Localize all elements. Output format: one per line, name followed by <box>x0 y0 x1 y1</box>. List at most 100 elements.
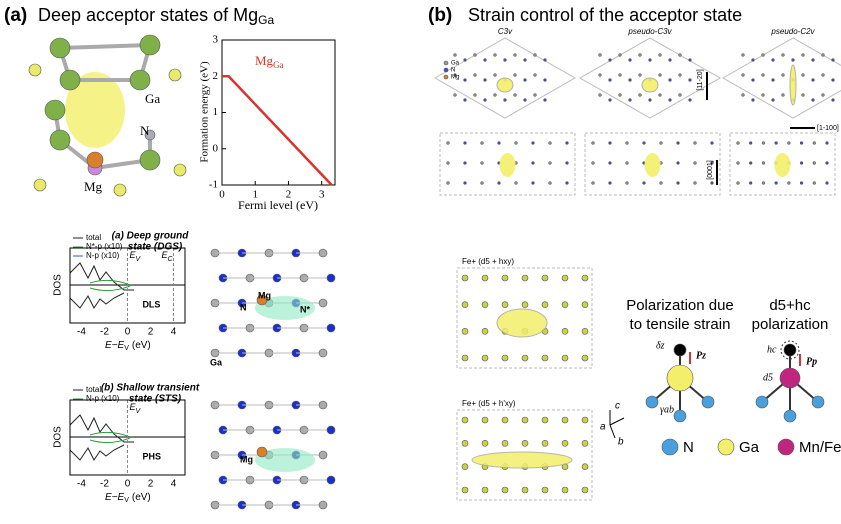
atom <box>327 476 335 484</box>
atom <box>447 162 450 165</box>
label: Mn/Fe <box>799 439 841 456</box>
orbital <box>497 78 513 92</box>
label: total <box>86 385 101 394</box>
orbital <box>500 153 516 177</box>
atom <box>772 59 775 62</box>
atom <box>562 275 568 281</box>
atom <box>522 355 528 361</box>
atom <box>454 94 457 97</box>
y-tick-label: 3 <box>213 34 219 46</box>
label: d5 <box>763 372 773 383</box>
atom <box>502 440 508 446</box>
atom <box>582 464 588 470</box>
atom <box>629 59 632 62</box>
atom <box>694 182 697 185</box>
atom <box>742 54 745 57</box>
label: Ga <box>739 439 760 456</box>
atom <box>524 99 527 102</box>
s: V <box>124 497 129 504</box>
figure: (a) Deep acceptor states of MgGa (b) Str… <box>0 0 841 519</box>
x-tick-label: 4 <box>171 479 177 490</box>
atom <box>474 74 477 77</box>
atom <box>582 487 588 493</box>
x-tick-label: 2 <box>148 479 154 490</box>
atom <box>812 79 815 82</box>
atom <box>599 74 602 77</box>
line-label: MgGa <box>255 53 284 70</box>
label: N <box>451 68 455 74</box>
atom <box>462 464 468 470</box>
atom <box>464 182 467 185</box>
atom <box>756 396 768 408</box>
label: DOS <box>53 274 64 296</box>
atom <box>629 99 632 102</box>
atom <box>534 74 537 77</box>
atom <box>582 328 588 334</box>
atom <box>169 69 181 81</box>
atom <box>802 54 805 57</box>
bond <box>610 425 615 438</box>
atom <box>639 74 642 77</box>
atom <box>484 59 487 62</box>
atom <box>514 54 517 57</box>
atom <box>659 94 662 97</box>
atom <box>462 487 468 493</box>
atom <box>481 142 484 145</box>
atom <box>609 162 612 165</box>
s: V <box>124 345 129 352</box>
atom <box>515 182 518 185</box>
x-label: E−EV(eV) <box>105 340 151 352</box>
sub: V <box>136 256 142 263</box>
atom <box>694 162 697 165</box>
label: pseudo-C3v <box>627 27 672 36</box>
label: PHS <box>142 451 161 461</box>
sub: C <box>168 256 174 263</box>
t: E−E <box>105 492 125 503</box>
atom <box>562 355 568 361</box>
atom <box>447 182 450 185</box>
atom <box>549 182 552 185</box>
label: (b) Shallow transient <box>101 383 200 394</box>
atom <box>522 440 528 446</box>
decoration <box>29 35 841 509</box>
atom <box>752 79 755 82</box>
atom <box>752 59 755 62</box>
atom <box>643 182 646 185</box>
atom <box>327 426 335 434</box>
atom <box>462 417 468 423</box>
atom <box>504 59 507 62</box>
atom <box>619 54 622 57</box>
label: total <box>86 233 101 242</box>
atom <box>674 410 686 422</box>
atom <box>826 142 829 145</box>
label: b <box>618 437 624 448</box>
atom <box>592 142 595 145</box>
atom <box>502 417 508 423</box>
atom <box>762 74 765 77</box>
atom <box>669 59 672 62</box>
atom <box>599 94 602 97</box>
atom <box>813 182 816 185</box>
label: [0001] <box>707 160 714 180</box>
atom <box>737 142 740 145</box>
atom <box>667 365 693 391</box>
x-label: E−EV(eV) <box>105 492 151 504</box>
label: state (DGS) <box>128 242 183 253</box>
x-tick-label: -2 <box>100 479 109 490</box>
label: [1-100] <box>817 125 839 132</box>
atom <box>813 162 816 165</box>
atom <box>582 440 588 446</box>
atom <box>660 142 663 145</box>
atom <box>562 328 568 334</box>
atom <box>498 142 501 145</box>
atom <box>549 142 552 145</box>
atom <box>484 79 487 82</box>
atom <box>257 447 267 457</box>
label: N-p (x10) <box>86 394 120 403</box>
atom <box>812 99 815 102</box>
atom <box>832 79 835 82</box>
atom <box>592 162 595 165</box>
atom <box>674 344 686 356</box>
label: d5+hc <box>769 297 811 314</box>
atom <box>481 182 484 185</box>
